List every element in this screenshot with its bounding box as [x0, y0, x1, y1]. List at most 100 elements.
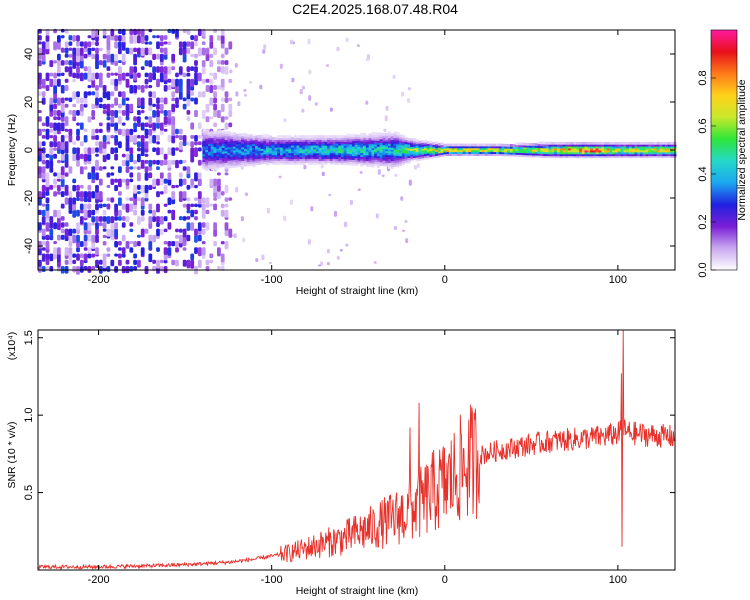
- heatmap-cell: [601, 143, 605, 147]
- heatmap-cell: [579, 143, 583, 147]
- heatmap-cell: [326, 64, 329, 67]
- heatmap-cell: [382, 152, 386, 155]
- heatmap-cell: [110, 216, 115, 224]
- heatmap-cell: [584, 151, 588, 155]
- heatmap-cell: [501, 149, 505, 153]
- heatmap-cell: [371, 143, 375, 147]
- heatmap-cell: [224, 133, 228, 137]
- heatmap-cell: [285, 139, 289, 142]
- heatmap-cell: [518, 144, 522, 148]
- heatmap-cell: [83, 228, 88, 235]
- heatmap-cell: [83, 53, 88, 59]
- heatmap-cell: [593, 155, 597, 159]
- heatmap-cell: [197, 178, 202, 187]
- heatmap-cell: [45, 266, 50, 270]
- heatmap-cell: [213, 228, 217, 237]
- heatmap-cell: [288, 144, 292, 148]
- heatmap-cell: [205, 139, 209, 143]
- heatmap-cell: [471, 147, 475, 151]
- heatmap-cell: [125, 103, 130, 112]
- heatmap-cell: [205, 130, 209, 133]
- heatmap-cell: [388, 137, 392, 140]
- heatmap-cell: [340, 146, 345, 150]
- heatmap-cell: [129, 197, 134, 202]
- heatmap-cell: [87, 197, 92, 203]
- heatmap-cell: [148, 28, 153, 33]
- heatmap-cell: [221, 152, 225, 156]
- heatmap-cell: [335, 160, 339, 163]
- heatmap-cell: [299, 156, 303, 160]
- spectrogram-y-label: Frequency (Hz): [6, 114, 18, 186]
- heatmap-cell: [390, 148, 394, 152]
- heatmap-cell: [634, 147, 638, 151]
- heatmap-cell: [365, 139, 369, 142]
- heatmap-cell: [338, 158, 342, 161]
- heatmap-cell: [137, 135, 141, 139]
- heatmap-cell: [209, 116, 214, 120]
- heatmap-cell: [87, 78, 92, 82]
- heatmap-cell: [255, 135, 259, 139]
- heatmap-cell: [388, 150, 392, 154]
- heatmap-cell: [462, 145, 466, 149]
- heatmap-cell: [587, 141, 591, 145]
- heatmap-cell: [194, 184, 198, 189]
- heatmap-cell: [296, 144, 300, 148]
- heatmap-cell: [219, 134, 223, 137]
- colorbar-label: Normalized spectral amplitude: [736, 79, 748, 220]
- heatmap-cell: [393, 150, 397, 154]
- x-tick-label: 100: [609, 574, 627, 586]
- heatmap-cell: [64, 53, 69, 58]
- heatmap-cell: [190, 66, 195, 71]
- heatmap-cell: [665, 153, 669, 157]
- heatmap-cell: [465, 153, 469, 156]
- heatmap-cell: [327, 154, 331, 158]
- heatmap-cell: [346, 149, 350, 152]
- heatmap-cell: [241, 144, 245, 148]
- heatmap-cell: [194, 141, 198, 146]
- heatmap-cell: [152, 178, 156, 188]
- heatmap-cell: [98, 166, 103, 171]
- heatmap-cell: [329, 154, 333, 158]
- heatmap-cell: [388, 144, 392, 148]
- heatmap-cell: [404, 158, 408, 162]
- heatmap-cell: [241, 154, 245, 158]
- heatmap-cell: [640, 155, 644, 159]
- heatmap-cell: [354, 149, 358, 153]
- heatmap-cell: [49, 72, 54, 77]
- heatmap-cell: [465, 151, 469, 154]
- heatmap-cell: [329, 150, 333, 154]
- heatmap-cell: [118, 247, 122, 251]
- heatmap-cell: [235, 153, 239, 156]
- heatmap-cell: [125, 116, 130, 121]
- heatmap-cell: [208, 154, 212, 158]
- heatmap-cell: [159, 72, 164, 81]
- heatmap-cell: [263, 157, 267, 161]
- heatmap-cell: [307, 38, 311, 45]
- heatmap-cell: [224, 66, 229, 75]
- heatmap-cell: [343, 156, 347, 160]
- heatmap-cell: [45, 222, 50, 231]
- heatmap-cell: [217, 35, 221, 41]
- heatmap-cell: [629, 149, 633, 153]
- heatmap-cell: [41, 91, 46, 98]
- heatmap-cell: [228, 103, 233, 110]
- heatmap-cell: [612, 151, 616, 155]
- heatmap-cell: [129, 103, 134, 113]
- heatmap-cell: [125, 166, 130, 173]
- heatmap-cell: [338, 146, 342, 150]
- heatmap-cell: [133, 128, 137, 133]
- heatmap-cell: [194, 53, 198, 59]
- heatmap-cell: [182, 203, 187, 208]
- heatmap-cell: [140, 228, 145, 238]
- heatmap-cell: [515, 153, 519, 157]
- heatmap-cell: [559, 147, 563, 151]
- heatmap-cell: [581, 143, 586, 147]
- heatmap-cell: [313, 162, 317, 165]
- heatmap-cell: [68, 53, 73, 58]
- heatmap-cell: [221, 145, 225, 148]
- snr-line: [37, 329, 676, 571]
- heatmap-cell: [249, 141, 253, 145]
- heatmap-cell: [263, 44, 267, 50]
- heatmap-cell: [175, 259, 179, 267]
